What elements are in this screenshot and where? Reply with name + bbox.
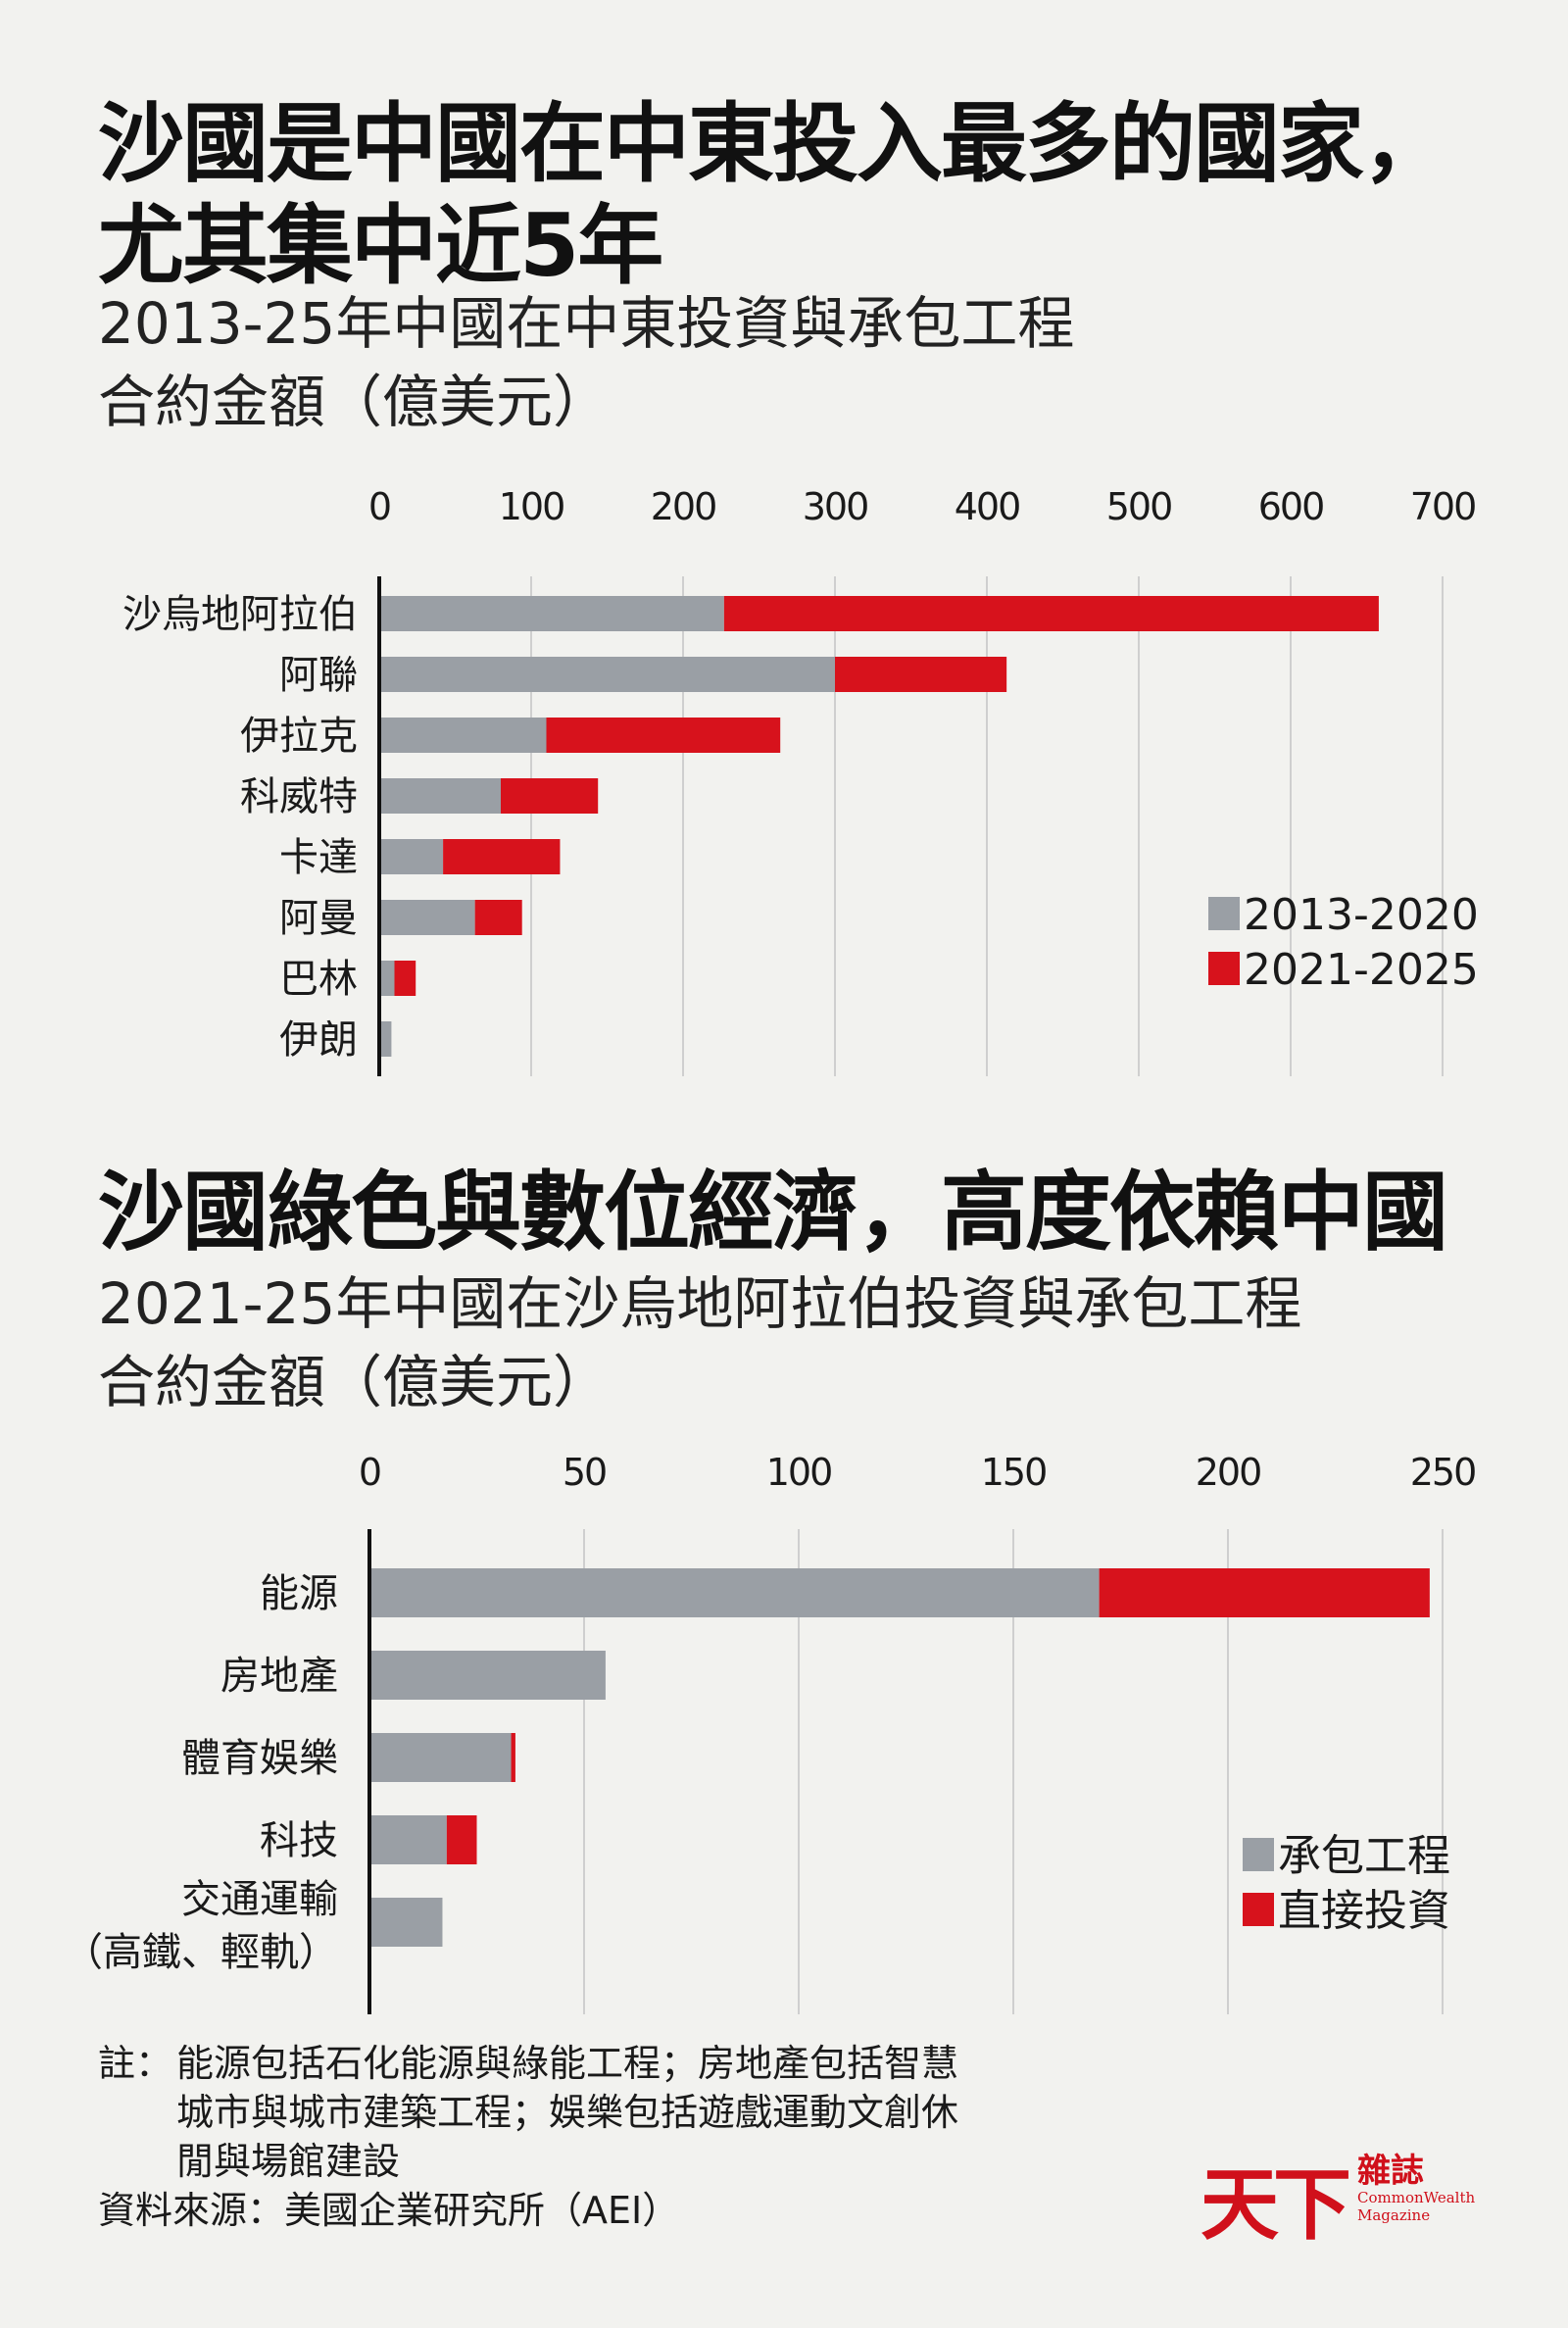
footnote: 註： 能源包括石化能源與綠能工程；房地產包括智慧 城市與城市建築工程；娛樂包括遊戲… — [98, 2039, 1078, 2235]
x-tick-label: 50 — [563, 1451, 606, 1494]
logo-mark: 天下 — [1200, 2158, 1351, 2251]
source-line: 資料來源：美國企業研究所（AEI） — [98, 2189, 680, 2232]
x-tick-label: 0 — [359, 1451, 380, 1494]
bar-segment-series1 — [369, 1733, 512, 1782]
legend-swatch — [1208, 952, 1240, 985]
bar-segment-series1 — [379, 900, 475, 935]
legend-label: 直接投資 — [1278, 1886, 1450, 1936]
x-tick-label: 100 — [499, 485, 564, 528]
x-tick-label: 500 — [1106, 485, 1172, 528]
category-label: 伊拉克 — [240, 714, 358, 759]
bar-segment-series1 — [379, 657, 835, 692]
commonwealth-logo: 天下 雜誌 CommonWealth Magazine — [1200, 2142, 1494, 2251]
legend-label: 承包工程 — [1278, 1831, 1450, 1881]
bar-segment-series2 — [446, 1815, 477, 1864]
x-tick-label: 400 — [955, 485, 1020, 528]
category-label: 科威特 — [240, 774, 358, 819]
chart-middle-east-investment: 0 100 200 300 400 500 600 700 沙烏地阿拉伯阿聯伊拉克科威特卡達阿曼… — [122, 485, 1479, 1076]
category-label: 交通運輸 — [181, 1877, 338, 1922]
section1-subtitle: 2013-25年中國在中東投資與承包工程 合約金額（億美元） — [98, 284, 1074, 441]
section2-title: 沙國綠色與數位經濟，高度依賴中國 — [98, 1162, 1448, 1263]
category-label: 科技 — [260, 1818, 338, 1863]
x-tick-label: 300 — [803, 485, 868, 528]
section1-subtitle-line1: 2013-25年中國在中東投資與承包工程 — [98, 290, 1075, 357]
bar-segment-series2 — [501, 778, 599, 814]
bar-segment-series2 — [443, 839, 561, 874]
x-tick-label: 150 — [981, 1451, 1047, 1494]
note-line3: 閒與場館建設 — [176, 2140, 401, 2183]
note-text-line1: 能源包括石化能源與綠能工程；房地產包括智慧 — [176, 2042, 959, 2085]
x-tick-label: 200 — [1196, 1451, 1261, 1494]
category-label: 阿曼 — [279, 896, 358, 941]
bar-segment-series1 — [369, 1898, 443, 1947]
section1-title-line1: 沙國是中國在中東投入最多的國家， — [98, 93, 1448, 194]
bar-segment-series1 — [369, 1815, 447, 1864]
category-label: （高鐵、輕軌） — [64, 1930, 338, 1975]
category-label: 卡達 — [279, 835, 358, 880]
bar-segment-series1 — [369, 1651, 606, 1700]
bar-segment-series1 — [379, 718, 547, 753]
logo-name-en: CommonWealth Magazine — [1357, 2189, 1475, 2224]
section2-subtitle-line2: 合約金額（億美元） — [98, 1349, 611, 1415]
bar-segment-series1 — [379, 961, 395, 996]
section1-title: 沙國是中國在中東投入最多的國家， 尤其集中近5年 — [98, 93, 1448, 297]
note-line1: 註： 能源包括石化能源與綠能工程；房地產包括智慧 — [98, 2039, 1078, 2088]
section2-subtitle-line1: 2021-25年中國在沙烏地阿拉伯投資與承包工程 — [98, 1270, 1302, 1337]
section1-subtitle-line2: 合約金額（億美元） — [98, 369, 611, 435]
bar-segment-series2 — [1099, 1568, 1430, 1617]
bar-segment-series1 — [379, 839, 444, 874]
logo-name-en-line1: CommonWealth — [1357, 2189, 1476, 2206]
legend-label: 2013-2020 — [1244, 890, 1479, 940]
category-label: 沙烏地阿拉伯 — [122, 592, 358, 637]
category-label: 能源 — [260, 1571, 338, 1616]
bar-segment-series2 — [474, 900, 522, 935]
bar-segment-series1 — [379, 1021, 392, 1057]
note-line2: 城市與城市建築工程；娛樂包括遊戲運動文創休 — [176, 2091, 959, 2134]
x-tick-label: 600 — [1258, 485, 1324, 528]
bar-segment-series2 — [546, 718, 781, 753]
bar-segment-series2 — [723, 596, 1379, 631]
legend-swatch — [1243, 1838, 1274, 1871]
bar-segment-series1 — [369, 1568, 1100, 1617]
legend-swatch — [1208, 897, 1240, 930]
legend-label: 2021-2025 — [1244, 945, 1479, 995]
legend-swatch — [1243, 1893, 1274, 1926]
x-tick-label: 250 — [1410, 1451, 1476, 1494]
x-tick-label: 100 — [766, 1451, 832, 1494]
section1-title-line2: 尤其集中近5年 — [98, 195, 663, 296]
bar-segment-series1 — [379, 596, 724, 631]
section2-subtitle: 2021-25年中國在沙烏地阿拉伯投資與承包工程 合約金額（億美元） — [98, 1264, 1301, 1421]
logo-name-en-line2: Magazine — [1357, 2206, 1431, 2224]
logo-name-zh: 雜誌 — [1357, 2152, 1424, 2191]
category-label: 阿聯 — [279, 653, 358, 698]
x-tick-label: 200 — [651, 485, 716, 528]
bar-segment-series2 — [511, 1733, 515, 1782]
bar-segment-series1 — [379, 778, 501, 814]
bar-segment-series2 — [835, 657, 1007, 692]
x-tick-label: 0 — [368, 485, 390, 528]
category-label: 房地產 — [220, 1654, 338, 1699]
category-label: 巴林 — [279, 957, 358, 1002]
x-tick-label: 700 — [1410, 485, 1476, 528]
category-label: 體育娛樂 — [181, 1736, 338, 1781]
category-label: 伊朗 — [279, 1017, 358, 1063]
note-prefix: 註： — [98, 2042, 173, 2085]
bar-segment-series2 — [394, 961, 416, 996]
